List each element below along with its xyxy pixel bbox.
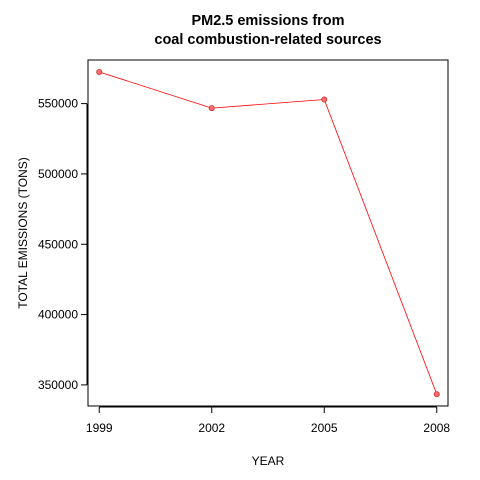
x-tick-label: 2008	[423, 421, 450, 435]
x-tick-label: 2005	[311, 421, 338, 435]
data-point	[209, 106, 214, 111]
data-point	[434, 392, 439, 397]
data-point	[97, 69, 102, 74]
x-axis-label: YEAR	[252, 454, 285, 468]
y-axis-label: TOTAL EMISSIONS (TONS)	[16, 157, 30, 309]
y-tick-label: 450000	[38, 237, 78, 251]
y-tick-label: 500000	[38, 167, 78, 181]
y-tick-label: 400000	[38, 308, 78, 322]
data-point	[322, 97, 327, 102]
x-tick-label: 2002	[198, 421, 225, 435]
chart-title-line-2: coal combustion-related sources	[154, 32, 381, 48]
y-tick-label: 350000	[38, 378, 78, 392]
x-tick-label: 1999	[86, 421, 113, 435]
chart-title-line-1: PM2.5 emissions from	[191, 13, 344, 29]
y-tick-label: 550000	[38, 97, 78, 111]
